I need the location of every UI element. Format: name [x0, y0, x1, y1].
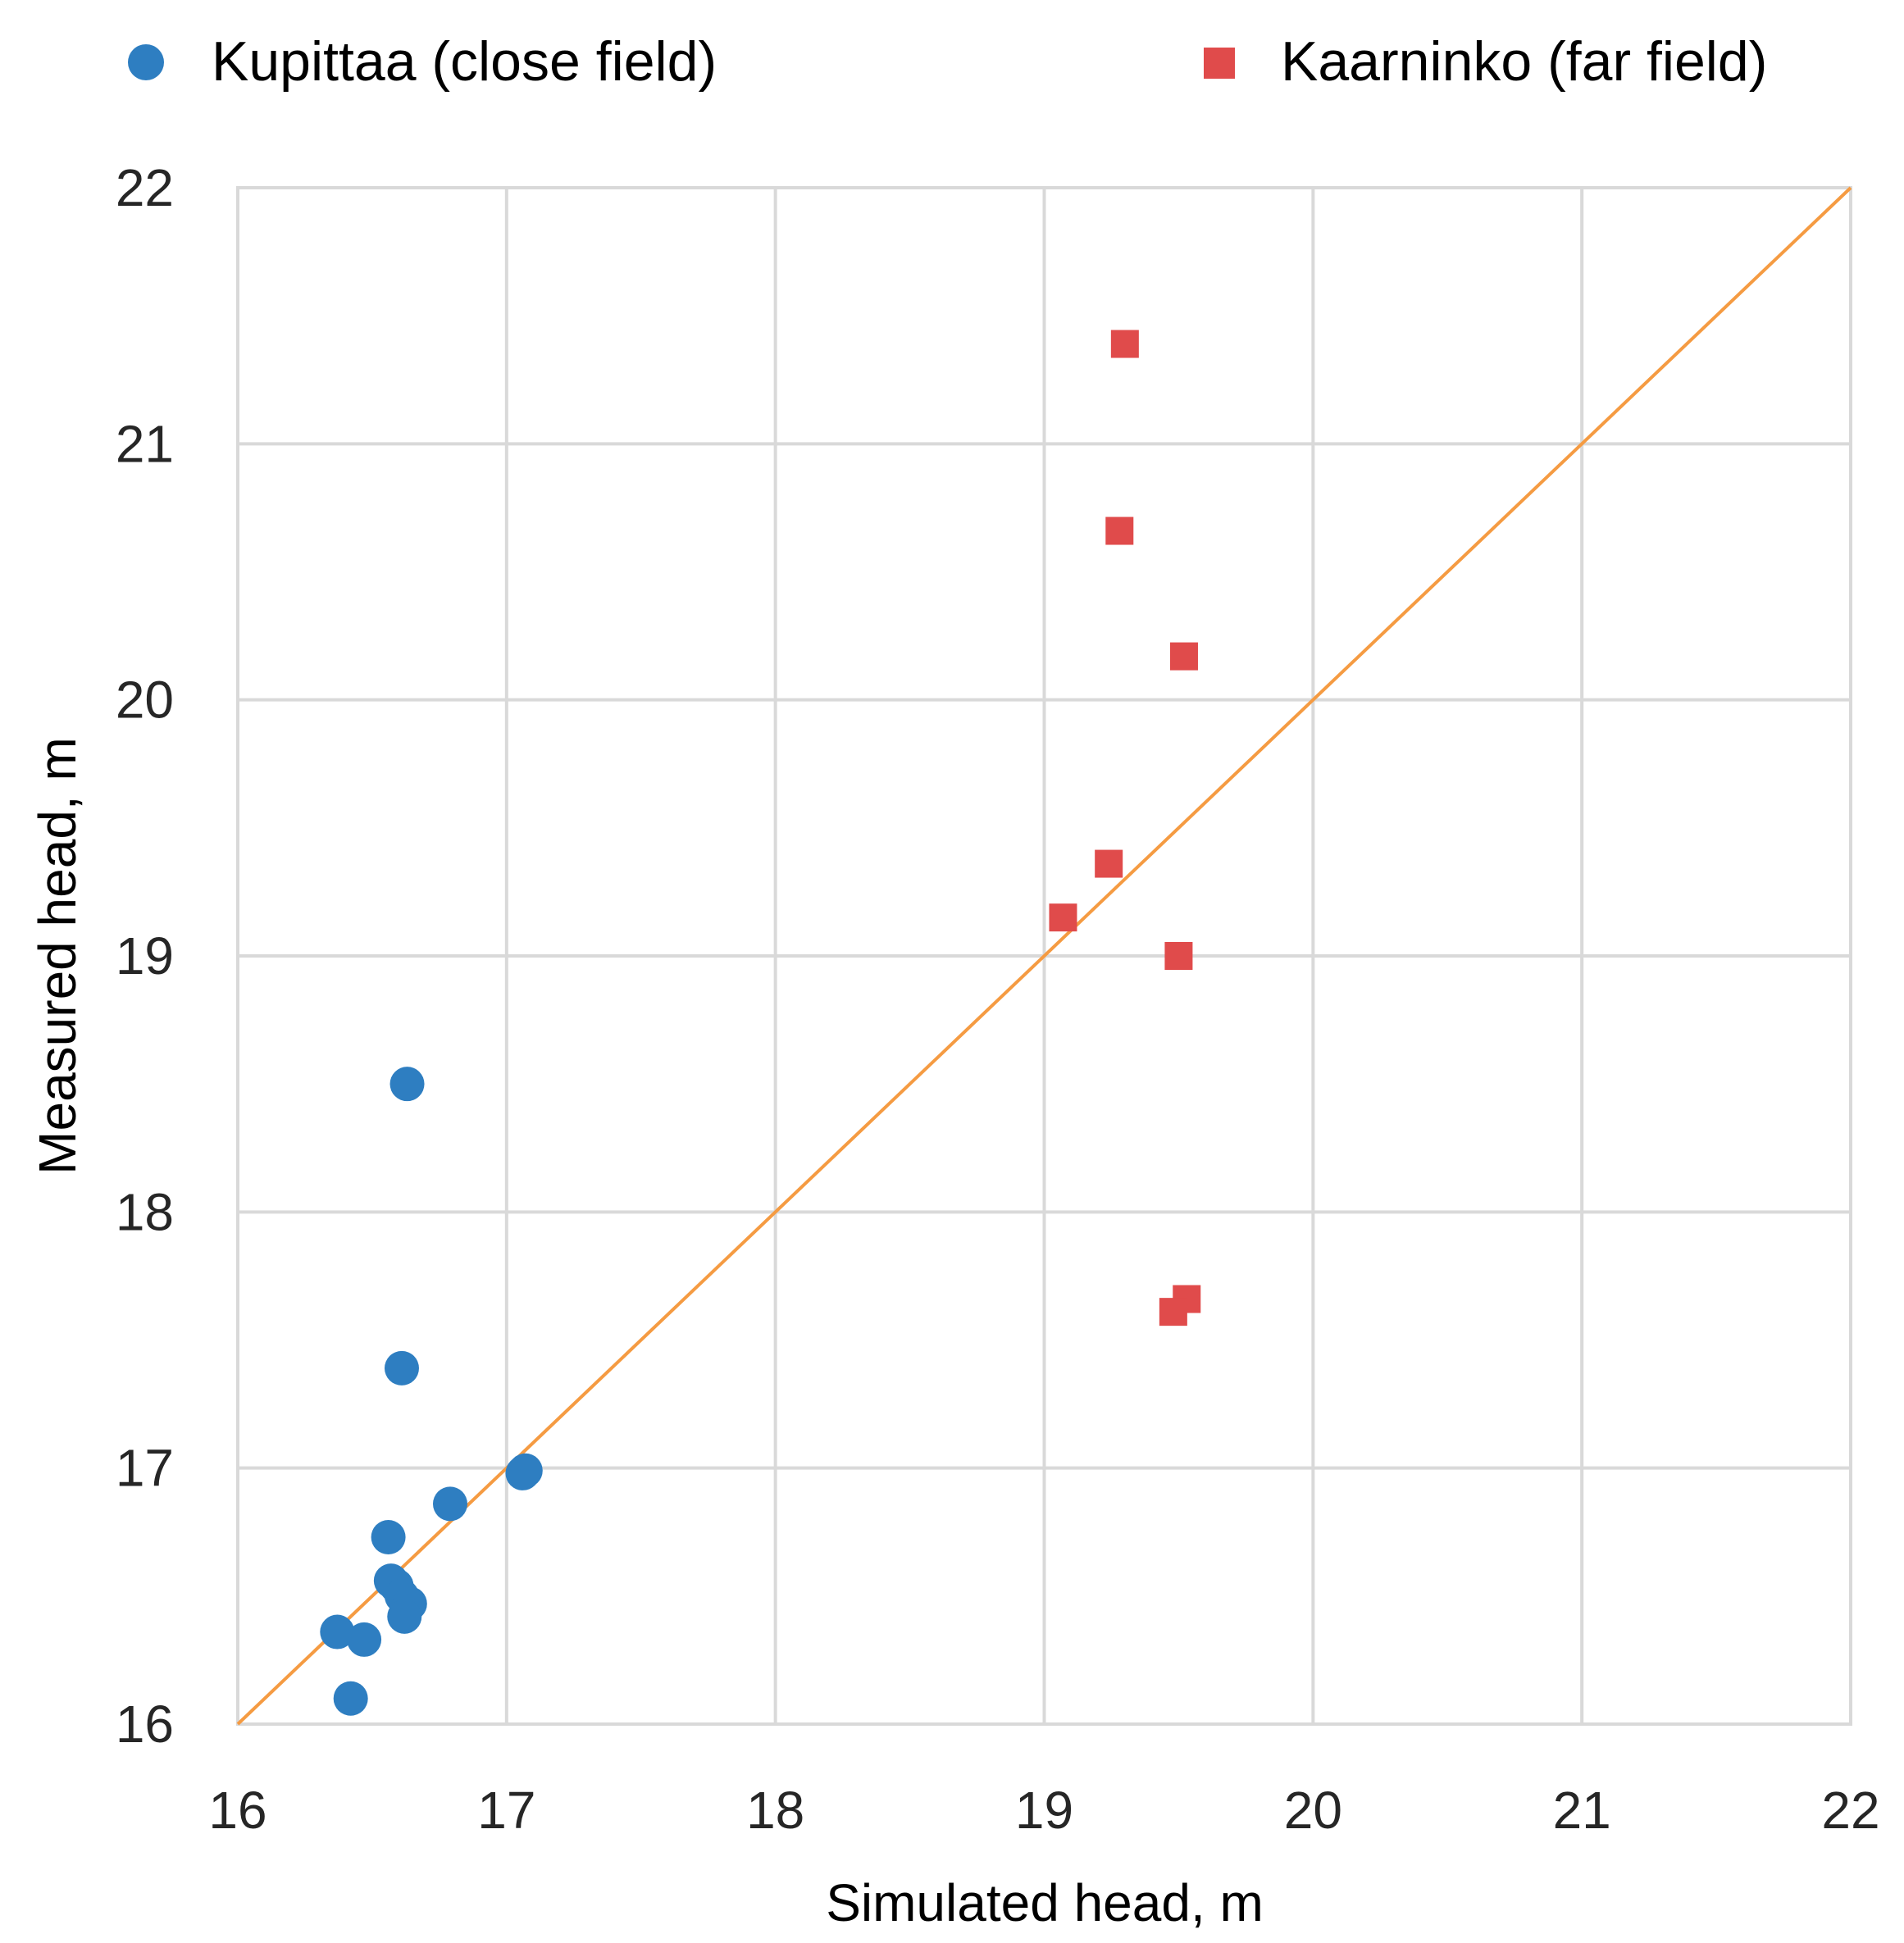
x-axis-tick-labels: 16 17 18 19 20 21 22: [208, 1781, 1879, 1840]
x-tick-label: 21: [1553, 1781, 1611, 1840]
y-tick-label: 16: [116, 1695, 174, 1754]
data-point-kaarninko[interactable]: [1159, 1298, 1187, 1326]
data-point-kupittaa[interactable]: [333, 1681, 368, 1716]
x-tick-label: 20: [1284, 1781, 1342, 1840]
x-tick-label: 19: [1015, 1781, 1073, 1840]
data-point-kaarninko[interactable]: [1095, 849, 1123, 878]
x-tick-label: 16: [208, 1781, 266, 1840]
data-point-kupittaa[interactable]: [347, 1622, 382, 1657]
data-point-kaarninko[interactable]: [1105, 516, 1134, 545]
legend: Kupittaa (close field) Kaarninko (far fi…: [128, 30, 1767, 93]
data-point-kaarninko[interactable]: [1049, 903, 1077, 932]
y-tick-label: 17: [116, 1439, 174, 1498]
data-point-kupittaa[interactable]: [432, 1486, 467, 1522]
y-tick-label: 19: [116, 926, 174, 985]
x-tick-label: 22: [1821, 1781, 1879, 1840]
y-tick-label: 18: [116, 1182, 174, 1241]
y-axis-title: Measured head, m: [28, 737, 87, 1175]
series-kaarninko: [1049, 330, 1201, 1326]
y-axis-tick-labels: 16 17 18 19 20 21 22: [116, 158, 174, 1754]
x-tick-label: 18: [746, 1781, 804, 1840]
data-point-kaarninko[interactable]: [1110, 330, 1139, 358]
legend-marker-kupittaa: [128, 44, 164, 80]
data-point-kupittaa[interactable]: [389, 1067, 425, 1102]
y-tick-label: 22: [116, 158, 174, 217]
data-point-kaarninko[interactable]: [1169, 642, 1198, 671]
data-point-kaarninko[interactable]: [1164, 942, 1193, 970]
data-point-kupittaa[interactable]: [387, 1599, 422, 1634]
legend-label-kaarninko: Kaarninko (far field): [1281, 30, 1767, 93]
y-tick-label: 20: [116, 671, 174, 730]
data-point-kupittaa[interactable]: [320, 1614, 355, 1650]
legend-marker-kaarninko: [1204, 48, 1235, 79]
data-point-kupittaa[interactable]: [384, 1350, 419, 1386]
legend-item-kupittaa[interactable]: Kupittaa (close field): [128, 30, 717, 93]
plot-area: [236, 186, 1852, 1726]
series-kupittaa: [320, 1067, 543, 1716]
legend-item-kaarninko[interactable]: Kaarninko (far field): [1204, 30, 1767, 93]
x-axis-title: Simulated head, m: [826, 1873, 1264, 1932]
x-tick-label: 17: [477, 1781, 535, 1840]
y-tick-label: 21: [116, 414, 174, 473]
data-points: [320, 330, 1201, 1716]
data-point-kupittaa[interactable]: [371, 1519, 406, 1554]
legend-label-kupittaa: Kupittaa (close field): [212, 30, 717, 93]
data-point-kupittaa[interactable]: [508, 1453, 543, 1488]
